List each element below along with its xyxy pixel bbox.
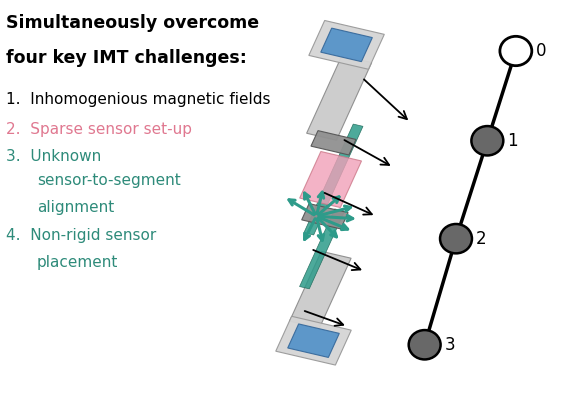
Text: four key IMT challenges:: four key IMT challenges: [6,49,247,67]
Polygon shape [302,204,348,229]
Text: 3.  Unknown: 3. Unknown [6,149,101,164]
Text: 1: 1 [507,132,518,150]
Polygon shape [311,131,356,155]
Polygon shape [288,324,339,357]
Text: 3: 3 [445,336,455,354]
Polygon shape [304,124,363,235]
Polygon shape [300,209,344,289]
Polygon shape [309,20,384,69]
Ellipse shape [471,126,503,155]
Polygon shape [321,28,372,62]
Text: alignment: alignment [37,200,115,215]
Text: Simultaneously overcome: Simultaneously overcome [6,14,259,32]
Polygon shape [300,151,361,208]
Text: 2: 2 [476,230,487,248]
Ellipse shape [440,224,472,253]
Text: 2.  Sparse sensor set-up: 2. Sparse sensor set-up [6,122,192,137]
Text: 1.  Inhomogenious magnetic fields: 1. Inhomogenious magnetic fields [6,92,270,107]
Polygon shape [307,55,372,140]
Ellipse shape [409,330,441,359]
Ellipse shape [500,36,532,66]
Text: 0: 0 [536,42,546,60]
Text: sensor-to-segment: sensor-to-segment [37,173,181,188]
Text: 4.  Non-rigid sensor: 4. Non-rigid sensor [6,228,156,244]
Polygon shape [290,251,351,328]
Polygon shape [276,316,351,365]
Text: placement: placement [37,255,119,270]
